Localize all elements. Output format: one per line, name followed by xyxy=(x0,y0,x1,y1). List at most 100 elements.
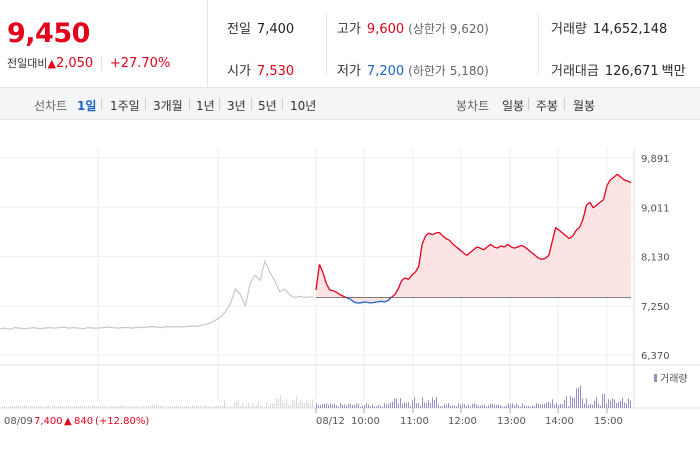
today-line-segment xyxy=(500,245,505,248)
volume-bar xyxy=(16,405,17,408)
today-line-segment xyxy=(438,232,444,237)
volume-bar xyxy=(204,405,205,408)
today-line-segment xyxy=(445,238,450,241)
volume-bar xyxy=(334,403,335,408)
volume-bar xyxy=(326,403,327,408)
volume-bar xyxy=(128,406,129,408)
volume-bar xyxy=(346,405,347,408)
today-line-segment xyxy=(490,243,495,248)
today-line-segment xyxy=(363,301,368,304)
volume-bar xyxy=(474,403,475,408)
volume-bar xyxy=(578,388,579,408)
x-tick-label: 15:00 xyxy=(594,416,623,427)
volume-legend-label: 거래량 xyxy=(660,373,688,385)
volume-bar xyxy=(52,406,53,408)
divider xyxy=(219,98,220,110)
volume-bar xyxy=(424,402,425,408)
today-line-segment xyxy=(315,264,321,291)
volume-bar xyxy=(434,400,435,408)
stat-value: 7,400 xyxy=(256,22,295,37)
volume-bar xyxy=(458,403,459,408)
x-tick-label: 11:00 xyxy=(400,416,429,427)
volume-bar xyxy=(276,398,277,408)
volume-bar xyxy=(182,406,183,408)
today-line-segment xyxy=(411,271,416,276)
volume-bar xyxy=(398,403,399,408)
period-10y[interactable]: 10년 xyxy=(290,99,317,113)
candle-monthly[interactable]: 월봉 xyxy=(573,99,596,113)
volume-bar xyxy=(50,406,51,408)
volume-bar xyxy=(542,404,543,408)
volume-bar xyxy=(108,406,109,408)
volume-bar xyxy=(274,403,275,408)
volume-bar xyxy=(492,404,493,408)
volume-bar xyxy=(68,405,69,408)
volume-bar xyxy=(222,405,223,408)
today-line-segment xyxy=(507,243,512,248)
volume-bar xyxy=(80,405,81,408)
volume-bar xyxy=(296,396,297,408)
volume-bar xyxy=(586,398,587,408)
today-line-segment xyxy=(627,180,632,184)
today-line-segment xyxy=(623,179,628,182)
candle-weekly[interactable]: 주봉 xyxy=(536,99,559,113)
today-line-segment xyxy=(579,218,584,228)
prev-day-pct: (+12.80%) xyxy=(95,416,149,427)
volume-bar xyxy=(592,404,593,408)
volume-bar xyxy=(552,399,553,408)
volume-bar xyxy=(226,405,227,408)
volume-bar xyxy=(350,403,351,408)
volume-bar xyxy=(404,402,405,408)
volume-bar xyxy=(208,406,209,408)
period-5y[interactable]: 5년 xyxy=(258,99,277,113)
volume-bar xyxy=(294,400,295,408)
volume-bar xyxy=(324,403,325,408)
volume-bar xyxy=(56,406,57,408)
volume-bar xyxy=(548,401,549,408)
volume-bar xyxy=(394,398,395,408)
volume-bar xyxy=(88,405,89,408)
today-line-segment xyxy=(459,249,464,254)
period-1y[interactable]: 1년 xyxy=(196,99,215,113)
stat-value: 14,652,148 xyxy=(592,22,668,37)
volume-bar xyxy=(482,404,483,408)
today-line-segment xyxy=(322,272,327,284)
volume-bar xyxy=(508,403,509,408)
today-line-segment xyxy=(367,301,371,304)
prev-day-change: 840 xyxy=(74,416,93,427)
today-line-segment xyxy=(541,257,546,260)
today-line-segment xyxy=(555,226,560,231)
line-chart-label: 선차트 xyxy=(34,99,68,113)
volume-bar xyxy=(64,406,65,408)
volume-bar xyxy=(120,405,121,408)
period-3m[interactable]: 3개월 xyxy=(153,99,183,113)
volume-bar xyxy=(170,406,171,408)
volume-bar xyxy=(134,406,135,408)
volume-bar xyxy=(262,405,263,408)
volume-bar xyxy=(456,406,457,408)
today-line-segment xyxy=(602,185,608,200)
volume-bar xyxy=(104,405,105,408)
today-line-segment xyxy=(428,232,433,236)
period-1d[interactable]: 1일 xyxy=(77,99,97,113)
today-line-segment xyxy=(329,289,334,292)
volume-bar xyxy=(534,405,535,408)
volume-bar xyxy=(66,406,67,408)
volume-bar xyxy=(462,403,463,408)
volume-bar xyxy=(172,406,173,408)
volume-bar xyxy=(44,406,45,408)
volume-bar xyxy=(344,404,345,408)
volume-bar xyxy=(162,405,163,408)
period-1w[interactable]: 1주일 xyxy=(110,99,140,113)
candle-daily[interactable]: 일봉 xyxy=(502,99,525,113)
today-line-segment xyxy=(606,179,612,186)
volume-bar xyxy=(248,403,249,408)
stat-label: 시가 xyxy=(227,64,251,79)
today-line-segment xyxy=(510,246,515,249)
volume-bar xyxy=(200,406,201,408)
period-3y[interactable]: 3년 xyxy=(227,99,246,113)
volume-bar xyxy=(356,403,357,408)
volume-bar xyxy=(506,405,507,408)
stats-panel: 전일 7,400 시가 7,530 고가 9,600 (상한가 9,620) 저가 7,2… xyxy=(210,0,700,88)
volume-bar xyxy=(416,403,417,408)
